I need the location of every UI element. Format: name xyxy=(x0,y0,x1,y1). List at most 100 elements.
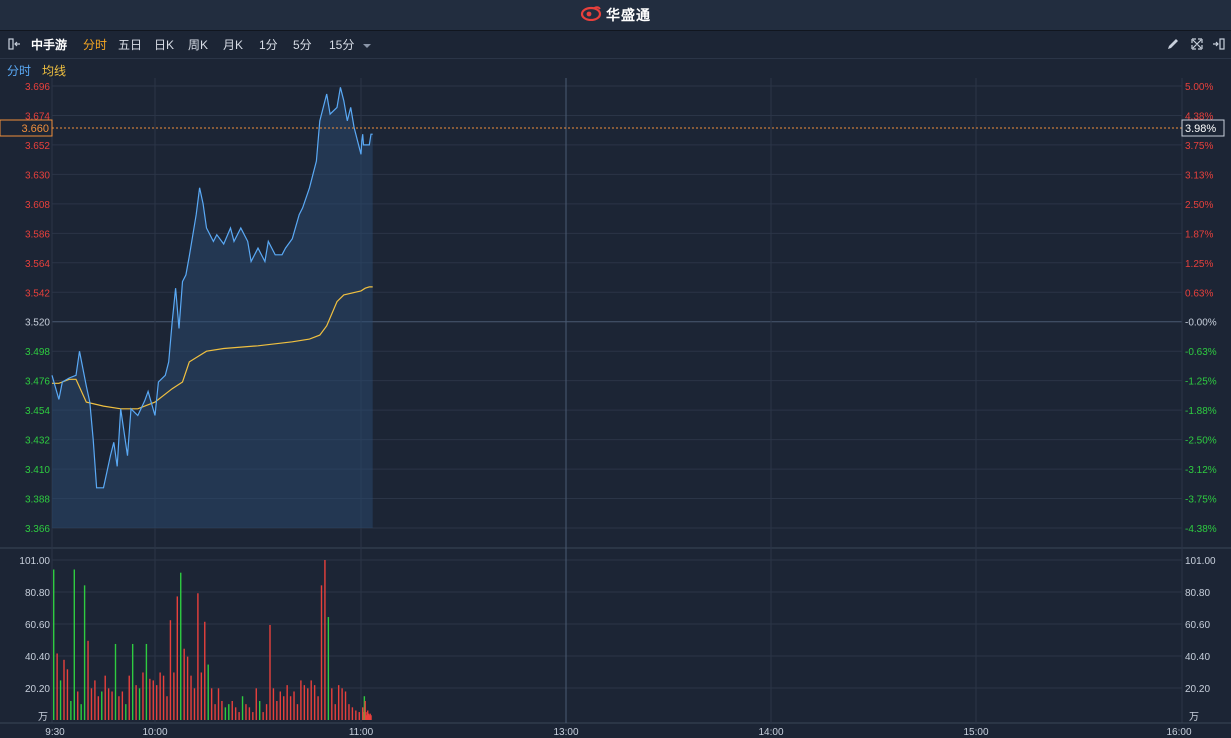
volume-bar xyxy=(121,691,124,720)
tab-15min[interactable]: 15分 xyxy=(329,38,355,52)
tab-daily-k[interactable]: 日K xyxy=(154,38,175,52)
price-tick-label: 3.454 xyxy=(25,406,50,417)
volume-bar xyxy=(63,659,65,720)
brand-logo-icon xyxy=(580,5,602,26)
volume-bar xyxy=(101,691,103,720)
collapse-left-icon[interactable] xyxy=(8,37,22,51)
volume-bar xyxy=(241,696,244,720)
volume-bar xyxy=(159,672,161,720)
volume-bar xyxy=(303,685,306,720)
volume-bar xyxy=(362,707,364,720)
volume-bar xyxy=(87,640,89,720)
volume-unit-label: 万 xyxy=(1189,712,1199,723)
tab-5min[interactable]: 5分 xyxy=(293,38,312,52)
pencil-icon[interactable] xyxy=(1166,37,1180,51)
period-toolbar: 中手游 分时 五日 日K 周K 月K 1分 5分 15分 xyxy=(0,31,1231,59)
percent-tick-label: -3.12% xyxy=(1185,465,1217,476)
percent-tick-label: -2.50% xyxy=(1185,436,1217,447)
volume-bar xyxy=(289,696,292,720)
legend-avg: 均线 xyxy=(42,64,67,78)
volume-bar xyxy=(210,688,213,720)
volume-bar xyxy=(114,643,117,720)
percent-tick-label: -1.25% xyxy=(1185,377,1217,388)
volume-bar xyxy=(186,656,189,720)
volume-bar xyxy=(128,675,130,720)
volume-bar xyxy=(193,688,196,720)
volume-bar xyxy=(104,675,106,720)
volume-bar xyxy=(197,593,199,720)
volume-bar xyxy=(366,715,368,720)
volume-bar xyxy=(265,704,268,720)
price-tick-label: 3.410 xyxy=(25,465,50,476)
volume-bar xyxy=(135,685,137,720)
percent-axis-right: 5.00% 4.38% 3.75% 3.13% 2.50% 1.87% 1.25% 0.63%… xyxy=(1185,82,1217,535)
volume-bar xyxy=(66,669,69,720)
volume-bar xyxy=(320,585,323,720)
volume-bar xyxy=(313,685,316,720)
volume-bar xyxy=(248,707,251,720)
volume-bar xyxy=(145,643,148,720)
volume-bar xyxy=(190,675,192,720)
price-line xyxy=(51,87,373,489)
volume-bar xyxy=(97,696,100,720)
price-tick-label: 3.388 xyxy=(25,495,50,506)
tab-weekly-k[interactable]: 周K xyxy=(188,38,209,52)
percent-tick-label: 1.25% xyxy=(1185,259,1213,270)
volume-bar xyxy=(180,572,182,720)
price-tick-label: 3.630 xyxy=(25,170,50,181)
brand-name: 华盛通 xyxy=(606,7,651,23)
chevron-down-icon[interactable] xyxy=(362,38,376,52)
volume-bar xyxy=(300,680,302,720)
volume-bar xyxy=(118,696,120,720)
price-tick-label: 3.520 xyxy=(25,318,50,329)
volume-bar xyxy=(217,688,220,720)
volume-bar xyxy=(77,691,79,720)
tab-timeshare[interactable]: 分时 xyxy=(83,38,108,52)
volume-bar xyxy=(200,672,203,720)
volume-bar xyxy=(341,688,343,720)
stock-name[interactable]: 中手游 xyxy=(31,38,68,52)
volume-bar xyxy=(231,700,233,720)
tab-1min[interactable]: 1分 xyxy=(259,38,278,52)
expand-icon[interactable] xyxy=(1190,37,1204,51)
volume-axis: 101.00 101.00 80.80 80.80 60.60 60.60 40.40 40.… xyxy=(19,556,1216,723)
volume-bar xyxy=(138,688,141,720)
volume-bar xyxy=(307,688,309,720)
volume-bar xyxy=(262,712,264,720)
volume-bar xyxy=(90,688,93,720)
price-tick-label: 3.564 xyxy=(25,259,50,270)
volume-bar xyxy=(344,691,347,720)
percent-tick-label: 0.63% xyxy=(1185,288,1213,299)
price-tick-label: 3.696 xyxy=(25,82,50,93)
time-tick-label: 11:00 xyxy=(349,727,374,738)
volume-bar xyxy=(259,700,261,720)
volume-bar xyxy=(367,710,369,720)
volume-bar xyxy=(255,688,257,720)
volume-tick-label: 80.80 xyxy=(25,588,50,599)
volume-bar xyxy=(142,672,144,720)
tab-monthly-k[interactable]: 月K xyxy=(223,38,244,52)
volume-tick-label: 40.40 xyxy=(1185,652,1210,663)
volume-bar xyxy=(351,707,354,720)
volume-bar xyxy=(162,675,165,720)
volume-bar xyxy=(331,688,333,720)
volume-bar xyxy=(348,704,350,720)
tab-five-day[interactable]: 五日 xyxy=(118,38,143,52)
percent-tick-label: -4.38% xyxy=(1185,524,1217,535)
price-tick-label: 3.652 xyxy=(25,141,50,152)
volume-bar xyxy=(94,680,96,720)
collapse-right-icon[interactable] xyxy=(1211,37,1225,51)
volume-bar xyxy=(369,713,371,720)
volume-bar xyxy=(279,691,281,720)
volume-bar xyxy=(293,691,295,720)
volume-bar xyxy=(364,700,366,720)
volume-bar xyxy=(176,596,178,720)
current-price-marker: 3.660 3.98% xyxy=(0,119,1225,137)
time-tick-label: 15:00 xyxy=(963,727,988,738)
volume-bar xyxy=(152,680,154,720)
time-tick-label: 13:00 xyxy=(553,727,578,738)
percent-tick-label: 2.50% xyxy=(1185,200,1213,211)
price-tick-label: 3.476 xyxy=(25,377,50,388)
price-tick-label: 3.586 xyxy=(25,229,50,240)
